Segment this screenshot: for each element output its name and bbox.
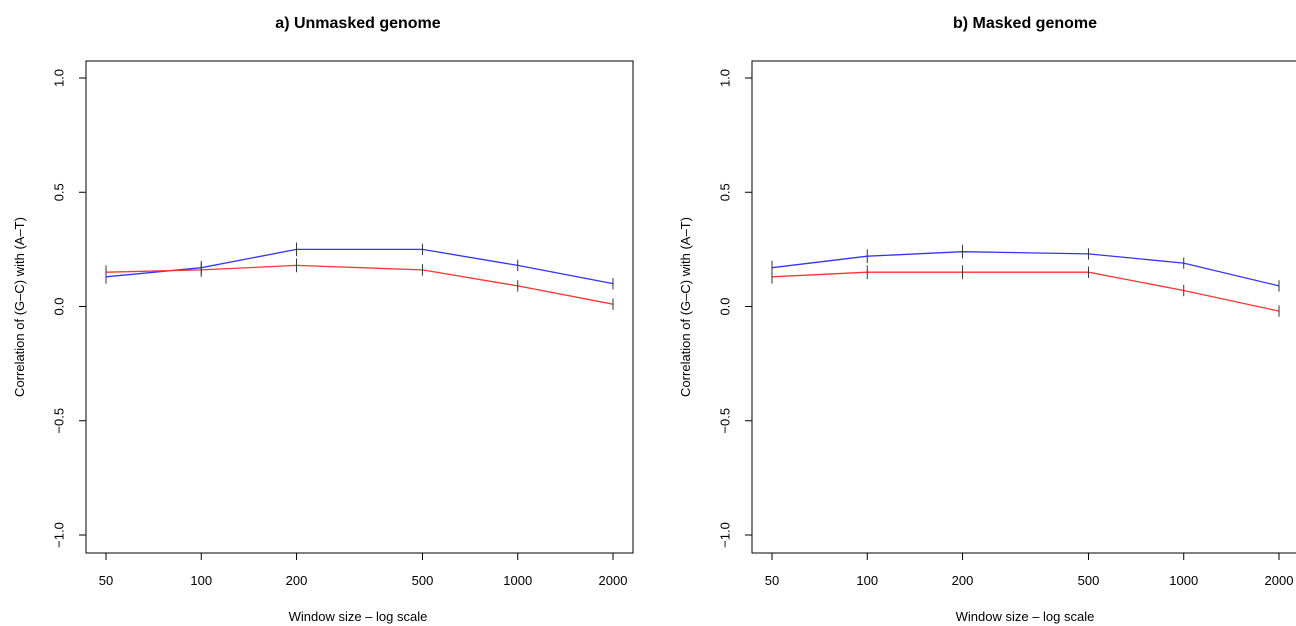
x-tick-label: 50 <box>99 573 113 588</box>
y-axis-label-b: Correlation of (G–C) with (A–T) <box>678 217 693 397</box>
y-axis-b: −1.0 −0.5 0.0 0.5 1.0 <box>718 69 753 548</box>
series-layer-b <box>771 244 1280 317</box>
x-tick-label: 1000 <box>503 573 532 588</box>
plot-frame-b <box>751 60 1296 554</box>
chart-title-a: a) Unmasked genome <box>275 15 440 32</box>
y-tick-label: 1.0 <box>718 69 733 87</box>
x-tick-label: 1000 <box>1169 573 1198 588</box>
y-tick-label: 0.0 <box>52 297 67 315</box>
chart-panel-a: a) Unmasked genome Window size – log sca… <box>12 15 634 624</box>
series-line-2 <box>771 271 1280 312</box>
x-tick-label: 50 <box>765 573 779 588</box>
series-line-1 <box>771 251 1280 287</box>
series-line-2 <box>105 264 614 305</box>
y-tick-label: −0.5 <box>52 408 67 434</box>
y-tick-label: 0.5 <box>52 183 67 201</box>
x-axis-label-b: Window size – log scale <box>956 609 1095 624</box>
y-tick-label: −1.0 <box>52 522 67 548</box>
x-tick-label: 500 <box>1078 573 1100 588</box>
x-tick-label: 200 <box>952 573 974 588</box>
x-axis-a: 50 100 200 500 1000 2000 <box>99 552 628 588</box>
chart-panel-b: b) Masked genome Window size – log scale… <box>678 15 1296 624</box>
y-tick-label: −0.5 <box>718 408 733 434</box>
x-axis-b: 50 100 200 500 1000 2000 <box>765 552 1294 588</box>
y-tick-label: 0.5 <box>718 183 733 201</box>
x-tick-label: 100 <box>190 573 212 588</box>
plot-frame-a <box>85 60 634 554</box>
y-axis-a: −1.0 −0.5 0.0 0.5 1.0 <box>52 69 87 548</box>
y-tick-label: −1.0 <box>718 522 733 548</box>
x-axis-label-a: Window size – log scale <box>289 609 428 624</box>
series-line-1 <box>105 248 614 285</box>
chart-title-b: b) Masked genome <box>953 15 1097 32</box>
y-tick-label: 0.0 <box>718 297 733 315</box>
y-axis-label-a: Correlation of (G–C) with (A–T) <box>12 217 27 397</box>
x-tick-label: 500 <box>412 573 434 588</box>
series-layer-a <box>105 242 614 310</box>
x-tick-label: 200 <box>286 573 308 588</box>
x-tick-label: 2000 <box>1265 573 1294 588</box>
x-tick-label: 100 <box>856 573 878 588</box>
x-tick-label: 2000 <box>599 573 628 588</box>
y-tick-label: 1.0 <box>52 69 67 87</box>
